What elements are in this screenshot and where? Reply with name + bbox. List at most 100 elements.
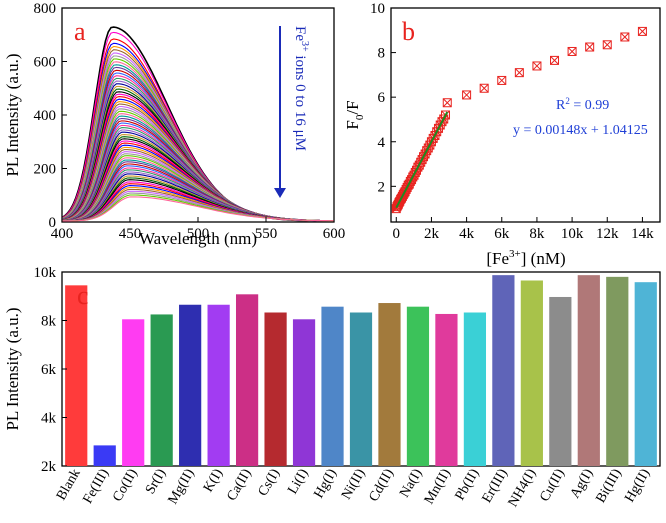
panel-c-category-label: Blank xyxy=(54,467,84,503)
panel-c-bar xyxy=(634,282,657,466)
panel-a-x-tick-label: 550 xyxy=(255,226,278,242)
panel-c-bar xyxy=(577,275,600,466)
panel-c-category-label: Li(I) xyxy=(285,466,311,497)
panel-c-bar xyxy=(435,313,458,466)
panel-c-category-label: Ni(II) xyxy=(339,466,368,502)
panel-c-y-tick-label: 2k xyxy=(41,459,57,475)
panel-b-x-axis-title: [Fe3+] (nM) xyxy=(486,248,565,268)
panel-b-x-tick-label: 2k xyxy=(424,226,440,242)
panel-a-arrow-head xyxy=(274,188,286,198)
panel-b-fit-line xyxy=(395,111,449,209)
panel-a-y-tick-label: 800 xyxy=(34,1,57,17)
panel-a-x-axis-title: Wavelength (nm) xyxy=(139,229,257,248)
panel-c-y-axis-title: PL Intensity (a.u.) xyxy=(3,307,22,430)
panel-a-y-tick-label: 0 xyxy=(49,215,57,231)
panel-a-y-tick-label: 600 xyxy=(34,55,57,71)
panel-b-x-title-main: [Fe xyxy=(486,249,509,268)
panel-a-y-tick-label: 400 xyxy=(34,108,57,124)
panel-b-r-squared: R2 = 0.99 xyxy=(556,96,609,113)
panel-c-category-label: Cd(II) xyxy=(366,466,397,504)
panel-c-bar xyxy=(292,319,316,466)
panel-b-r2-r: R xyxy=(556,98,566,113)
panel-c-bar xyxy=(65,285,88,466)
panel-b-y-tick-label: 8 xyxy=(378,46,386,62)
panel-b-data-point xyxy=(462,90,472,100)
panel-c-y-ticks: 2k 4k 6k 8k 10k xyxy=(34,265,67,475)
panel-b-y-title-tail: /F xyxy=(343,100,362,114)
panel-c-bar xyxy=(321,306,344,466)
panel-b-data-point xyxy=(550,55,560,65)
panel-a-x-tick-label: 450 xyxy=(119,226,142,242)
panel-b-x-ticks: 0 2k 4k 6k 8k 10k 12k 14k xyxy=(393,217,654,242)
panel-b-y-tick-label: 10 xyxy=(370,1,385,17)
panel-c-category-label: Na(I) xyxy=(397,466,425,500)
panel-a-spectra-chart: 400 450 500 550 600 0 200 400 600 800 a Waveleng… xyxy=(3,1,345,248)
panel-b-data-point xyxy=(442,98,452,108)
panel-c-category-label: K(I) xyxy=(201,466,226,495)
panel-c-bars xyxy=(65,275,657,466)
panel-a-ion-rest: ions 0 to 16 μM xyxy=(292,52,308,151)
panel-b-data-point xyxy=(514,68,524,78)
panel-c-bar xyxy=(406,306,430,466)
panel-c-bar xyxy=(549,296,572,466)
panel-b-y-tick-label: 4 xyxy=(378,135,386,151)
panel-c-category-label: Mg(II) xyxy=(166,466,198,507)
panel-b-x-tick-label: 8k xyxy=(529,226,545,242)
panel-a-spectrum-curve xyxy=(62,196,334,222)
panel-b-r2-value: = 0.99 xyxy=(570,98,609,113)
panel-b-data-point xyxy=(637,26,647,36)
panel-c-category-label: Cs(I) xyxy=(256,466,284,499)
panel-b-data-point xyxy=(620,32,630,42)
panel-b-x-tick-label: 6k xyxy=(494,226,510,242)
panel-b-x-tick-label: 14k xyxy=(631,226,654,242)
panel-a-x-tick-label: 600 xyxy=(323,226,346,242)
panel-c-category-label: NH4(I) xyxy=(506,466,540,509)
panel-b-data-point xyxy=(532,61,542,71)
panel-c-bar xyxy=(378,303,401,466)
panel-b-y-tick-label: 6 xyxy=(378,90,386,106)
panel-c-category-label: Ag(I) xyxy=(568,466,597,501)
panel-c-bar xyxy=(207,304,230,466)
panel-b-x-tick-label: 0 xyxy=(393,226,401,242)
panel-c-y-tick-label: 6k xyxy=(41,362,57,378)
panel-c-bar xyxy=(179,304,202,466)
panel-b-data-point xyxy=(567,46,577,56)
panel-a-x-tick-label: 400 xyxy=(51,226,74,242)
panel-c-category-label: Cu(II) xyxy=(537,466,568,504)
panel-a-y-ticks: 0 200 400 600 800 xyxy=(34,1,67,231)
panel-c-y-tick-label: 8k xyxy=(41,314,57,330)
panel-b-fit xyxy=(395,111,449,209)
panel-b-points xyxy=(391,26,647,214)
panel-c-category-label: Hg(II) xyxy=(622,466,653,505)
panel-c-category-label: Sr(I) xyxy=(143,466,169,497)
panel-b-y-title-sub: 0 xyxy=(354,114,366,120)
panel-b-x-title-sup: 3+ xyxy=(509,248,521,260)
panel-a-ion-charge: 3+ xyxy=(299,41,310,52)
panel-b-y-tick-label: 2 xyxy=(378,179,386,195)
panel-a-curves xyxy=(61,26,335,222)
panel-c-letter: c xyxy=(77,281,89,310)
panel-c-category-label: Fe(III) xyxy=(81,466,113,506)
panel-c-bar xyxy=(349,312,373,466)
panel-c-bar xyxy=(606,276,629,466)
panel-b-x-tick-label: 10k xyxy=(561,226,584,242)
panel-b-data-point xyxy=(585,42,595,52)
panel-c-bar xyxy=(150,314,173,466)
panel-a-ion: Fe xyxy=(292,26,308,41)
panel-c-bar xyxy=(492,275,515,466)
panel-b-plot-frame xyxy=(390,7,661,223)
panel-b-fit-equation: y = 0.00148x + 1.04125 xyxy=(513,123,648,138)
panel-a-letter: a xyxy=(74,17,86,46)
panel-c-y-tick-label: 4k xyxy=(41,411,57,427)
panel-c-bar xyxy=(93,445,116,466)
panel-c-category-label: Mn(II) xyxy=(422,466,454,507)
panel-b-data-point xyxy=(497,75,507,85)
panel-c-category-label: Bi(III) xyxy=(593,466,624,505)
panel-b-data-point xyxy=(602,40,612,50)
panel-b-x-title-tail: ] (nM) xyxy=(521,249,566,268)
panel-a-y-axis-title: PL Intensity (a.u.) xyxy=(3,53,22,176)
